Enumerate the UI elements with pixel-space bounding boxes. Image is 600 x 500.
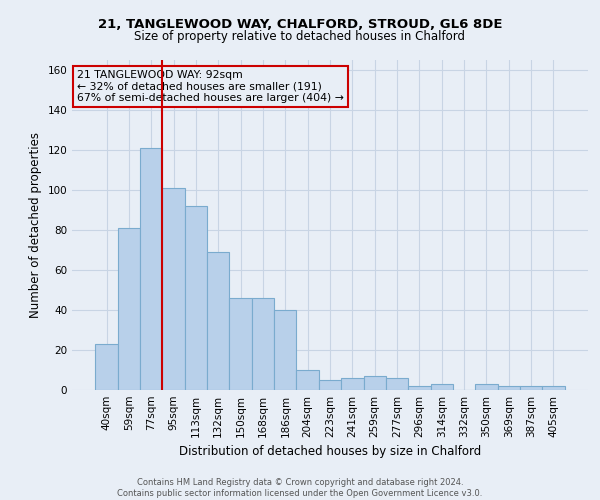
Bar bbox=[364, 376, 386, 390]
Text: 21, TANGLEWOOD WAY, CHALFORD, STROUD, GL6 8DE: 21, TANGLEWOOD WAY, CHALFORD, STROUD, GL… bbox=[98, 18, 502, 30]
Text: Contains HM Land Registry data © Crown copyright and database right 2024.
Contai: Contains HM Land Registry data © Crown c… bbox=[118, 478, 482, 498]
Bar bbox=[252, 298, 274, 390]
Bar bbox=[542, 386, 565, 390]
Bar bbox=[341, 378, 364, 390]
Bar bbox=[408, 386, 431, 390]
Bar bbox=[185, 206, 207, 390]
Bar bbox=[229, 298, 252, 390]
Bar bbox=[163, 188, 185, 390]
Bar bbox=[274, 310, 296, 390]
Bar bbox=[520, 386, 542, 390]
Bar bbox=[475, 384, 497, 390]
X-axis label: Distribution of detached houses by size in Chalford: Distribution of detached houses by size … bbox=[179, 446, 481, 458]
Bar bbox=[207, 252, 229, 390]
Text: 21 TANGLEWOOD WAY: 92sqm
← 32% of detached houses are smaller (191)
67% of semi-: 21 TANGLEWOOD WAY: 92sqm ← 32% of detach… bbox=[77, 70, 344, 103]
Bar bbox=[319, 380, 341, 390]
Y-axis label: Number of detached properties: Number of detached properties bbox=[29, 132, 42, 318]
Bar bbox=[386, 378, 408, 390]
Bar bbox=[296, 370, 319, 390]
Bar bbox=[140, 148, 163, 390]
Bar bbox=[118, 228, 140, 390]
Text: Size of property relative to detached houses in Chalford: Size of property relative to detached ho… bbox=[134, 30, 466, 43]
Bar bbox=[95, 344, 118, 390]
Bar bbox=[497, 386, 520, 390]
Bar bbox=[431, 384, 453, 390]
